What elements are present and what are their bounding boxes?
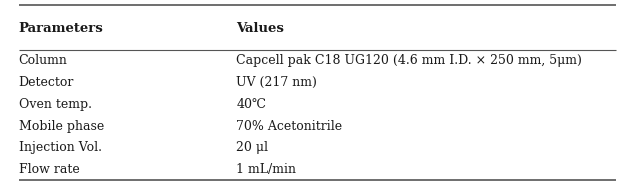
Text: Capcell pak C18 UG120 (4.6 mm I.D. × 250 mm, 5μm): Capcell pak C18 UG120 (4.6 mm I.D. × 250… [236,54,582,67]
Text: Values: Values [236,22,284,35]
Text: Parameters: Parameters [19,22,103,35]
Text: Mobile phase: Mobile phase [19,120,104,132]
Text: UV (217 nm): UV (217 nm) [236,76,317,89]
Text: 70% Acetonitrile: 70% Acetonitrile [236,120,343,132]
Text: Detector: Detector [19,76,74,89]
Text: Oven temp.: Oven temp. [19,98,91,111]
Text: Flow rate: Flow rate [19,163,80,176]
Text: Injection Vol.: Injection Vol. [19,141,101,154]
Text: Column: Column [19,54,68,67]
Text: 40℃: 40℃ [236,98,266,111]
Text: 1 mL/min: 1 mL/min [236,163,296,176]
Text: 20 μl: 20 μl [236,141,268,154]
